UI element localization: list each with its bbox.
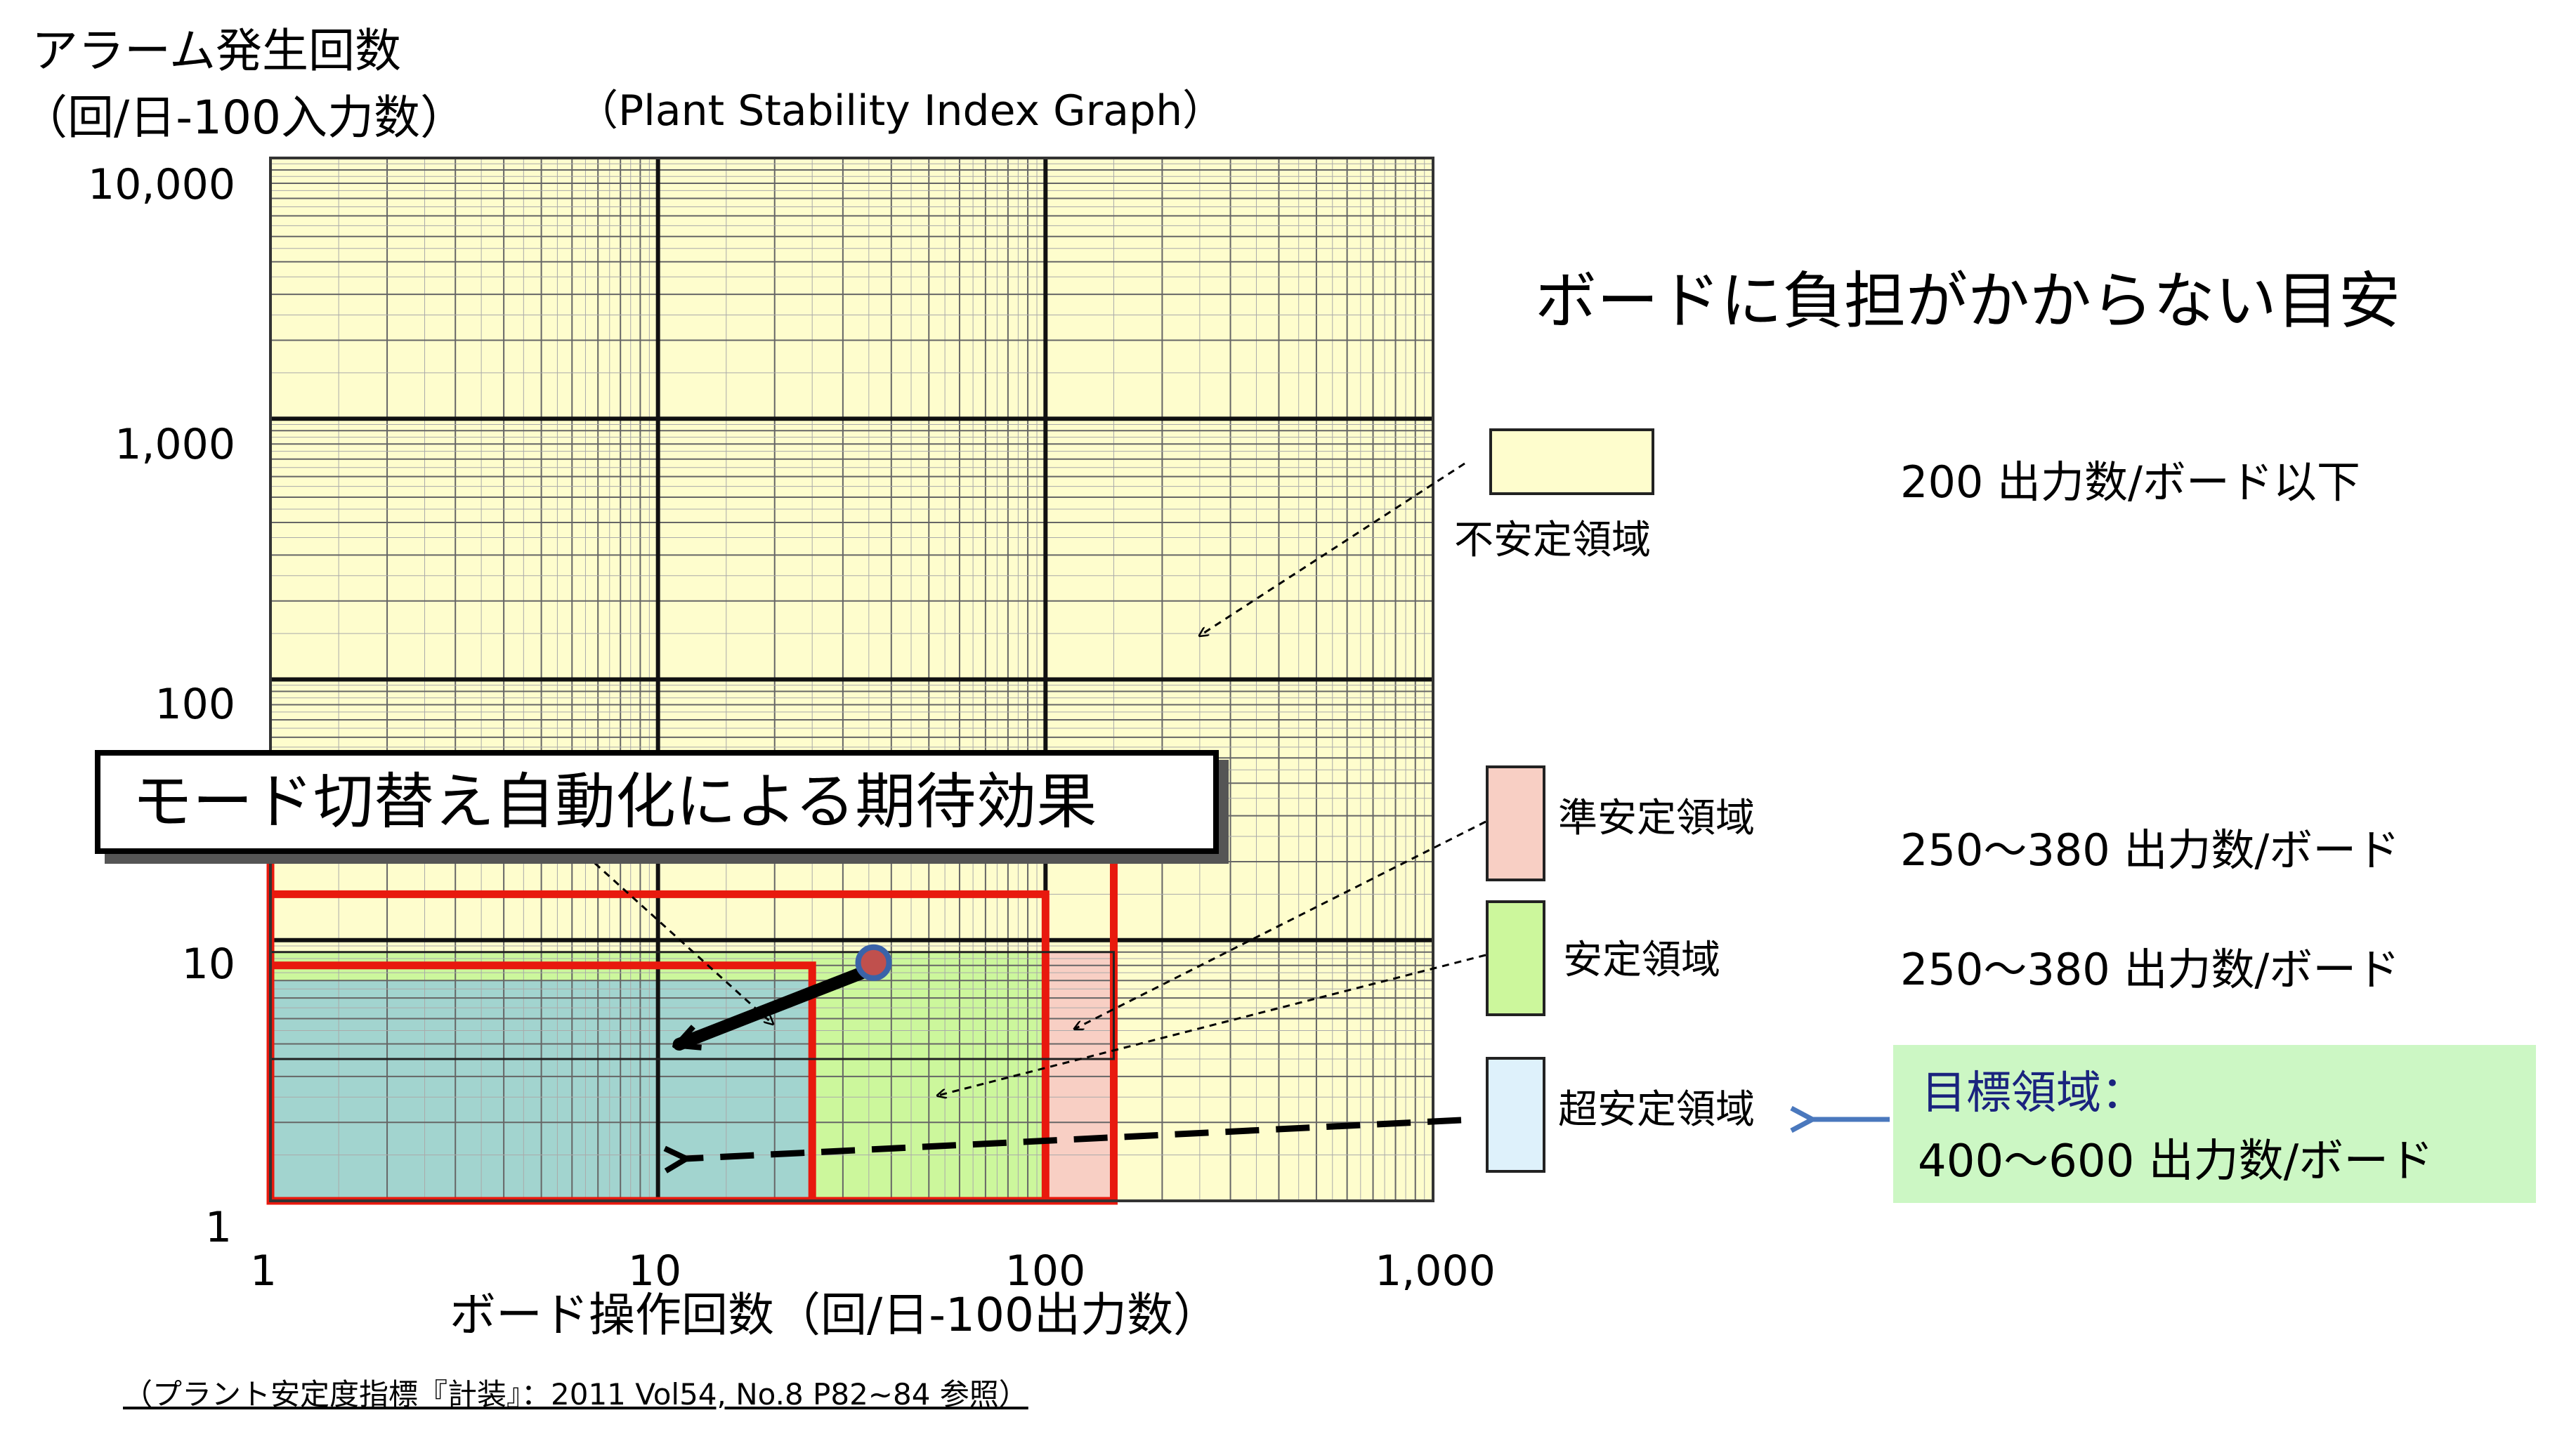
legend-label-semi-stable: 準安定領域 — [1558, 796, 1755, 841]
x-tick-label: 10 — [627, 1246, 682, 1296]
leader-arrow — [1200, 462, 1465, 636]
target-region-title: 目標領域： — [1921, 1067, 2146, 1119]
legend-label-unstable: 不安定領域 — [1454, 518, 1651, 563]
legend-swatch-stable — [1486, 900, 1545, 1016]
y-tick-label: 100 — [155, 680, 235, 729]
current-operating-point — [855, 944, 892, 981]
y-axis-label-line1: アラーム発生回数 — [32, 24, 402, 78]
legend-swatch-semi-stable — [1486, 765, 1545, 881]
effect-arrow — [679, 964, 873, 1051]
y-tick-label: 10,000 — [88, 160, 235, 209]
expected-effect-callout: モード切替え自動化による期待効果 — [95, 750, 1219, 854]
target-region-box — [1893, 1045, 2536, 1203]
legend-note-semi-stable: 250～380 出力数/ボード — [1900, 824, 2400, 876]
plot-frame — [269, 157, 1434, 1202]
leader-arrow — [575, 845, 773, 1024]
x-axis-label: ボード操作回数（回/日-100出力数） — [450, 1288, 1220, 1342]
y-axis-label-line2: （回/日-100入力数） — [21, 91, 467, 145]
target-pointer-arrow — [685, 1117, 1462, 1159]
x-tick-label: 100 — [1005, 1246, 1086, 1296]
leader-arrow — [1075, 820, 1486, 1029]
chart-subtitle: （Plant Stability Index Graph） — [576, 86, 1225, 136]
legend-note-unstable: 200 出力数/ボード以下 — [1900, 456, 2360, 508]
x-tick-label: 1,000 — [1375, 1246, 1496, 1296]
guide-title: ボードに負担がかからない目安 — [1535, 265, 2401, 337]
legend-swatch-unstable — [1489, 428, 1654, 495]
legend-label-stable: 安定領域 — [1563, 938, 1720, 983]
legend-swatch-ultra-stable — [1486, 1057, 1545, 1173]
target-region-range: 400～600 出力数/ボード — [1918, 1136, 2434, 1188]
y-tick-label: 1 — [204, 1203, 232, 1252]
x-tick-label: 1 — [249, 1246, 277, 1296]
source-citation: （プラント安定度指標『計装』：2011 Vol54, No.8 P82~84 参… — [123, 1377, 1028, 1412]
leader-arrow — [938, 954, 1486, 1096]
y-tick-label: 1,000 — [115, 420, 235, 469]
y-tick-label: 10 — [181, 940, 235, 989]
legend-label-ultra-stable: 超安定領域 — [1558, 1087, 1755, 1133]
legend-note-stable: 250～380 出力数/ボード — [1900, 944, 2400, 995]
